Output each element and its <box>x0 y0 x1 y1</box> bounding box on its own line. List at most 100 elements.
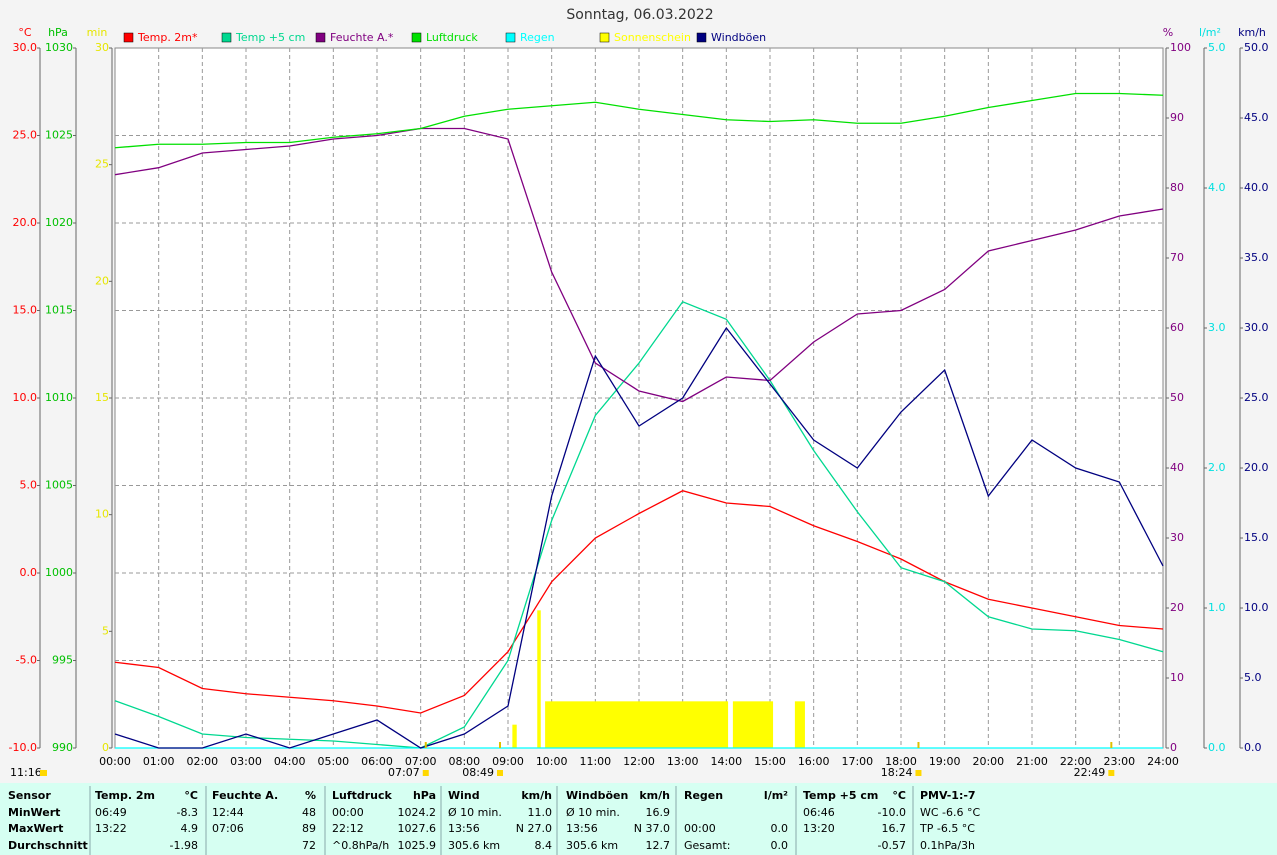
legend-label: Temp +5 cm <box>235 31 305 44</box>
x-tick-label: 23:00 <box>1103 755 1135 768</box>
stats-background <box>0 783 1277 855</box>
y-tick-label: 1020 <box>45 216 73 229</box>
annotation-marker <box>496 770 503 776</box>
annotation-label: 08:49 <box>462 766 494 779</box>
x-tick-label: 19:00 <box>929 755 961 768</box>
table-cell: 0.0 <box>771 839 789 852</box>
y-tick-label: 20 <box>1170 601 1184 614</box>
x-tick-label: 12:00 <box>623 755 655 768</box>
legend-swatch <box>505 32 516 43</box>
table-cell: 22:12 <box>332 822 364 835</box>
y-tick-label: 30.0 <box>1244 321 1269 334</box>
x-tick-label: 03:00 <box>230 755 262 768</box>
axis-unit: °C <box>18 26 32 39</box>
y-tick-label: 100 <box>1170 41 1191 54</box>
table-cell: -8.3 <box>177 806 198 819</box>
x-tick-label: 21:00 <box>1016 755 1048 768</box>
table-cell: 48 <box>302 806 316 819</box>
table-cell: 06:46 <box>803 806 835 819</box>
y-tick-label: 10.0 <box>1244 601 1269 614</box>
annotation-marker <box>1108 770 1115 776</box>
table-cell: 12.7 <box>646 839 671 852</box>
x-tick-label: 11:00 <box>579 755 611 768</box>
table-cell: N 37.0 <box>634 822 670 835</box>
y-tick-label: 80 <box>1170 181 1184 194</box>
table-cell: 13:20 <box>803 822 835 835</box>
table-header: l/m² <box>764 789 788 802</box>
x-tick-label: 10:00 <box>536 755 568 768</box>
table-cell: -0.57 <box>878 839 906 852</box>
annotation-marker <box>422 770 429 776</box>
table-cell: Ø 10 min. <box>448 806 502 819</box>
table-cell: -10.0 <box>878 806 906 819</box>
legend-swatch <box>696 32 707 43</box>
annotation-marker <box>915 770 922 776</box>
table-cell: WC -6.6 °C <box>920 806 981 819</box>
y-tick-label: 990 <box>52 741 73 754</box>
axis-unit: l/m² <box>1199 26 1221 39</box>
legend-label: Windböen <box>711 31 766 44</box>
y-tick-label: 35.0 <box>1244 251 1269 264</box>
y-tick-label: 25.0 <box>1244 391 1269 404</box>
y-tick-label: 5.0 <box>1208 41 1226 54</box>
table-cell: Ø 10 min. <box>566 806 620 819</box>
table-cell: 06:49 <box>95 806 127 819</box>
table-header: °C <box>184 789 198 802</box>
x-tick-label: 15:00 <box>754 755 786 768</box>
x-tick-label: 18:00 <box>885 755 917 768</box>
axis-unit: hPa <box>48 26 68 39</box>
legend-label: Luftdruck <box>426 31 478 44</box>
table-header: °C <box>892 789 906 802</box>
y-tick-label: 30 <box>95 41 109 54</box>
y-tick-label: 90 <box>1170 111 1184 124</box>
table-cell: 00:00 <box>684 822 716 835</box>
y-tick-label: 1000 <box>45 566 73 579</box>
y-tick-label: 45.0 <box>1244 111 1269 124</box>
y-tick-label: 10 <box>1170 671 1184 684</box>
table-header: Windböen <box>566 789 628 802</box>
legend-swatch <box>315 32 326 43</box>
table-cell: 00:00 <box>332 806 364 819</box>
table-header: Sensor <box>8 789 51 802</box>
legend-label: Feuchte A.* <box>330 31 394 44</box>
axis-unit: km/h <box>1238 26 1266 39</box>
x-tick-label: 09:00 <box>492 755 524 768</box>
table-cell: Gesamt: <box>684 839 731 852</box>
y-tick-label: 40 <box>1170 461 1184 474</box>
table-cell: 16.9 <box>646 806 671 819</box>
table-header: % <box>305 789 316 802</box>
series-line <box>114 490 1164 714</box>
x-tick-label: 17:00 <box>841 755 873 768</box>
y-tick-label: 1015 <box>45 304 73 317</box>
y-tick-label: 70 <box>1170 251 1184 264</box>
sunshine-bar <box>537 610 541 748</box>
x-tick-label: 01:00 <box>143 755 175 768</box>
series-line <box>114 300 1164 749</box>
series-line <box>114 127 1164 403</box>
y-tick-label: 0 <box>102 741 109 754</box>
x-tick-label: 00:00 <box>99 755 131 768</box>
series-line <box>114 326 1164 749</box>
y-tick-label: 15.0 <box>1244 531 1269 544</box>
table-cell: Durchschnitt <box>8 839 88 852</box>
chart-title: Sonntag, 06.03.2022 <box>566 7 713 23</box>
table-header: Wind <box>448 789 480 802</box>
y-tick-label: 20.0 <box>1244 461 1269 474</box>
annotation-label: 07:07 <box>388 766 420 779</box>
table-header: Temp +5 cm <box>803 789 878 802</box>
sunshine-bar <box>794 701 805 748</box>
table-cell: 16.7 <box>882 822 907 835</box>
x-tick-label: 13:00 <box>667 755 699 768</box>
updated-time: 11:16 <box>10 766 42 779</box>
table-cell: MaxWert <box>8 822 63 835</box>
y-tick-label: 5.0 <box>20 479 38 492</box>
table-header: km/h <box>521 789 552 802</box>
table-cell: 07:06 <box>212 822 244 835</box>
x-tick-label: 02:00 <box>186 755 218 768</box>
table-cell: 89 <box>302 822 316 835</box>
y-tick-label: 50 <box>1170 391 1184 404</box>
y-tick-label: 15 <box>95 391 109 404</box>
annotation-label: 18:24 <box>881 766 913 779</box>
y-tick-label: 995 <box>52 654 73 667</box>
